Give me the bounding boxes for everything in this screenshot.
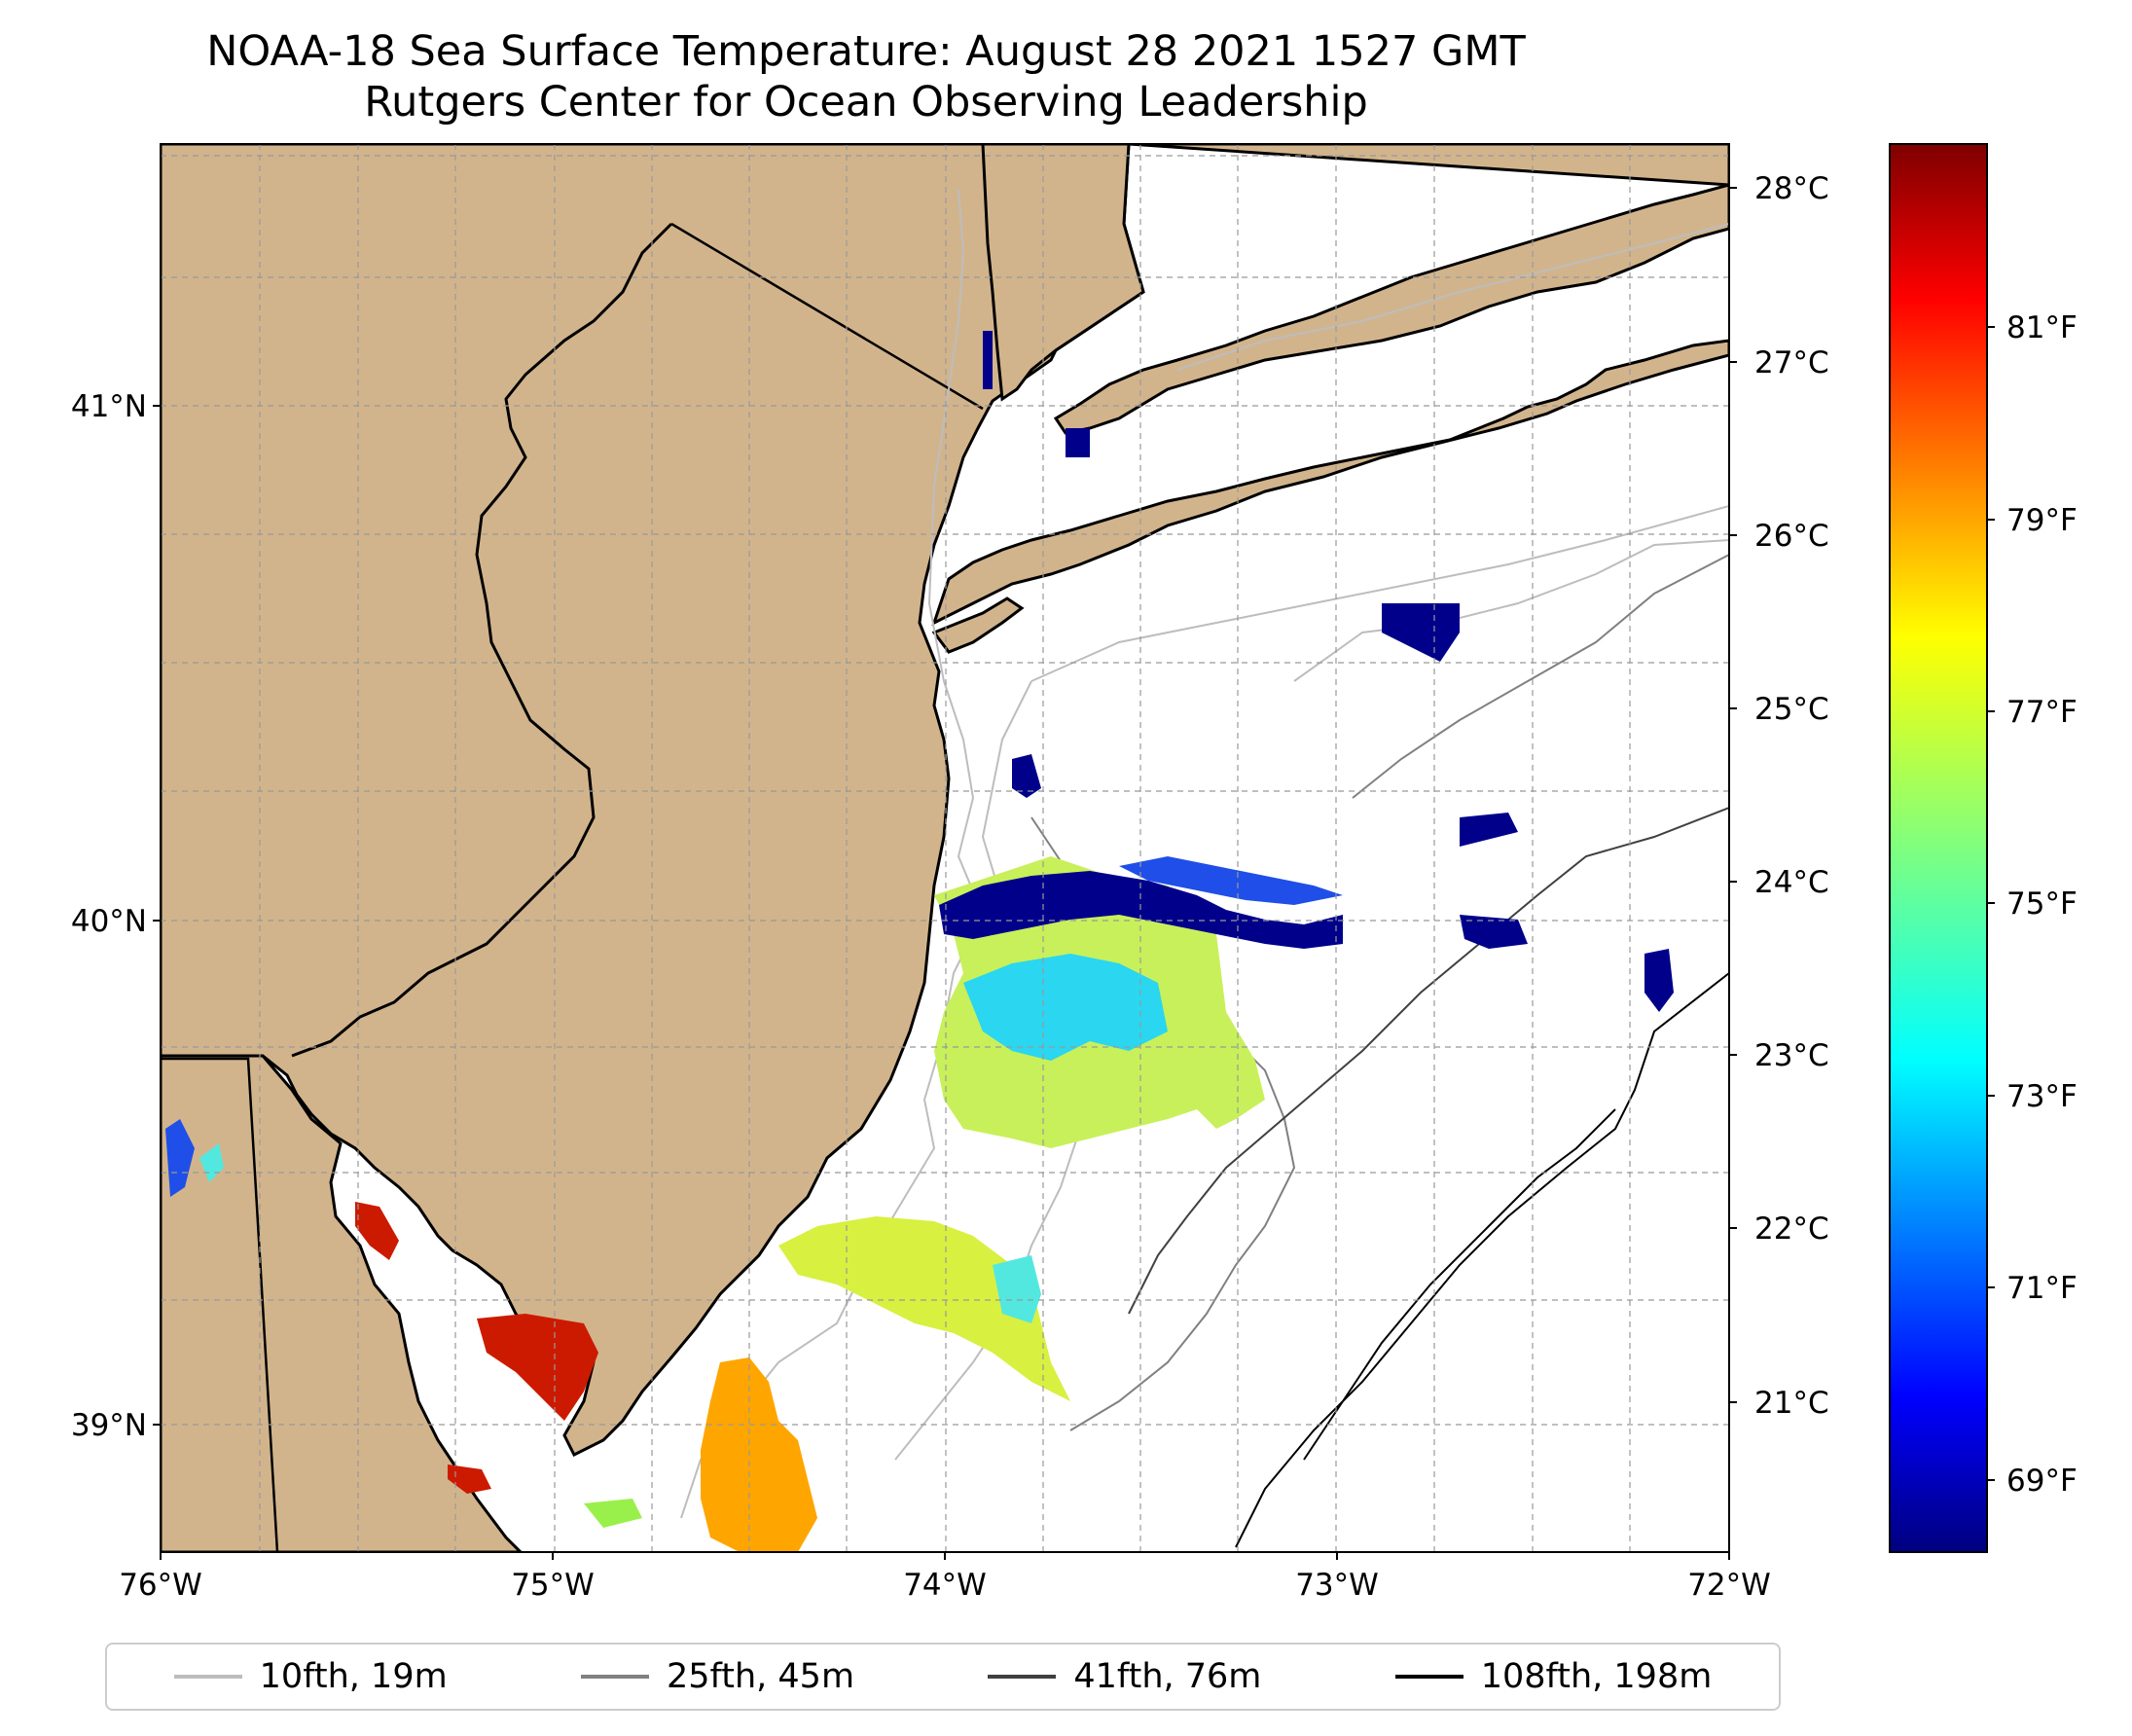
legend-item: 41fth, 76m	[988, 1657, 1261, 1696]
celsius-tick-label: 27°C	[1754, 345, 1829, 380]
legend-swatch	[581, 1675, 650, 1679]
fahrenheit-tick-label: 73°F	[2006, 1079, 2078, 1114]
state-border	[291, 222, 673, 1058]
legend-label: 10fth, 19m	[259, 1657, 448, 1696]
y-tick-label: 41°N	[71, 389, 147, 424]
fahrenheit-tick-label: 69°F	[2006, 1464, 2078, 1499]
fahrenheit-tick-label: 79°F	[2006, 503, 2078, 538]
legend: 10fth, 19m 25fth, 45m 41fth, 76m 108fth,…	[105, 1643, 1781, 1711]
bathymetry	[680, 189, 1729, 1548]
x-tick-label: 72°W	[1687, 1568, 1771, 1603]
fahrenheit-tick-label: 75°F	[2006, 886, 2078, 922]
chart-title: NOAA-18 Sea Surface Temperature: August …	[206, 27, 1526, 76]
legend-label: 41fth, 76m	[1073, 1657, 1262, 1696]
legend-item: 10fth, 19m	[173, 1657, 448, 1696]
celsius-tick-label: 28°C	[1754, 171, 1829, 206]
fahrenheit-tick-label: 81°F	[2006, 310, 2078, 345]
fahrenheit-tick-label: 77°F	[2006, 695, 2078, 730]
celsius-tick-label: 24°C	[1754, 865, 1829, 900]
celsius-tick-label: 23°C	[1754, 1038, 1829, 1073]
legend-swatch	[173, 1675, 242, 1679]
x-tick-label: 76°W	[119, 1568, 202, 1603]
celsius-tick-label: 22°C	[1754, 1212, 1829, 1247]
y-tick-label: 40°N	[71, 904, 147, 939]
land-connecticut	[1053, 144, 1729, 435]
x-tick-label: 74°W	[903, 1568, 987, 1603]
grid	[161, 144, 1729, 1552]
x-tick-label: 75°W	[511, 1568, 595, 1603]
legend-swatch	[1394, 1675, 1463, 1679]
colorbar	[1889, 143, 1988, 1553]
land-long-island	[931, 339, 1729, 626]
y-axis-ticks: 41°N 40°N 39°N	[71, 389, 161, 1443]
state-border	[161, 1057, 279, 1552]
celsius-tick-label: 21°C	[1754, 1386, 1829, 1421]
legend-label: 108fth, 198m	[1480, 1657, 1713, 1696]
land-delaware	[161, 1054, 524, 1552]
celsius-tick-label: 26°C	[1754, 519, 1829, 554]
chart-subtitle: Rutgers Center for Ocean Observing Leade…	[364, 78, 1368, 127]
x-axis-ticks: 76°W 75°W 74°W 73°W 72°W	[119, 1552, 1771, 1603]
land-staten-island	[931, 597, 1025, 654]
celsius-ticks: 28°C 27°C 26°C 25°C 24°C 23°C 22°C 21°C	[1729, 171, 1829, 1421]
celsius-tick-label: 25°C	[1754, 692, 1829, 727]
legend-item: 25fth, 45m	[581, 1657, 854, 1696]
land-new-york	[981, 144, 1145, 402]
legend-label: 25fth, 45m	[667, 1657, 855, 1696]
legend-swatch	[988, 1675, 1057, 1679]
legend-item: 108fth, 198m	[1394, 1657, 1713, 1696]
state-border	[670, 222, 984, 411]
fahrenheit-ticks: 81°F 79°F 77°F 75°F 73°F 71°F 69°F	[1987, 310, 2078, 1499]
y-tick-label: 39°N	[71, 1408, 147, 1443]
map-area	[161, 144, 1729, 1552]
sst-patches	[165, 331, 1674, 1552]
x-tick-label: 73°W	[1295, 1568, 1379, 1603]
fahrenheit-tick-label: 71°F	[2006, 1271, 2078, 1306]
